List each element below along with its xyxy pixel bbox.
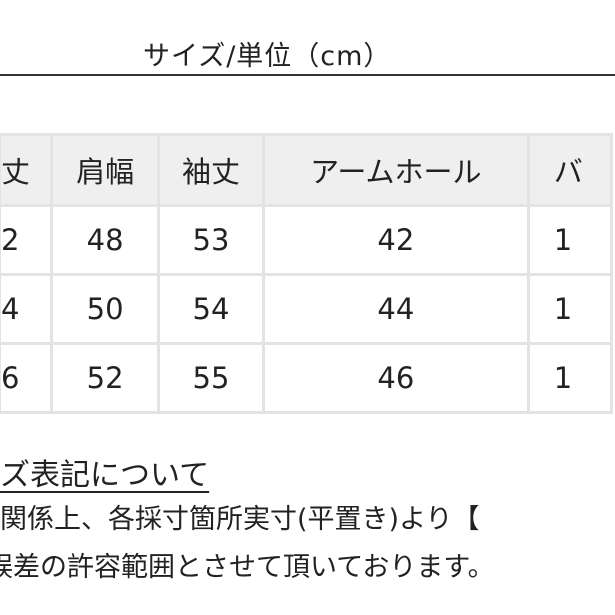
table-cell: 42 <box>262 204 530 276</box>
table-row: 2 48 53 42 1 <box>0 204 614 276</box>
header-cell: 袖丈 <box>157 133 265 207</box>
table-header-row: 丈 肩幅 袖丈 アームホール バ <box>0 133 614 207</box>
size-chart-title: サイズ/単位（cm） <box>143 41 392 72</box>
table-cell: 4 <box>0 273 54 345</box>
notes-line: 関係上、各採寸箇所実寸(平置き)より【 <box>0 504 480 535</box>
table-cell: 50 <box>50 273 160 345</box>
table-row: 4 50 54 44 1 <box>0 273 614 345</box>
table-cell: 46 <box>262 342 530 414</box>
table-cell: 2 <box>0 204 54 276</box>
table-cell: 1 <box>526 273 614 345</box>
table-cell: 1 <box>526 342 614 414</box>
table-cell: 52 <box>50 342 160 414</box>
notes-line: 誤差の許容範囲とさせて頂いております。 <box>0 552 495 583</box>
notes-heading: ズ表記について <box>0 458 210 493</box>
table-cell: 6 <box>0 342 54 414</box>
table-cell: 48 <box>50 204 160 276</box>
header-cell: 肩幅 <box>50 133 160 207</box>
title-divider <box>0 74 615 76</box>
header-cell: バ <box>526 133 614 207</box>
size-notes: ズ表記について 関係上、各採寸箇所実寸(平置き)より【 誤差の許容範囲とさせて頂… <box>0 456 495 592</box>
header-cell: アームホール <box>262 133 530 207</box>
table-cell: 55 <box>157 342 265 414</box>
table-cell: 53 <box>157 204 265 276</box>
table-cell: 54 <box>157 273 265 345</box>
size-table: 丈 肩幅 袖丈 アームホール バ 2 48 53 42 1 4 50 54 44… <box>0 133 614 414</box>
header-cell: 丈 <box>0 133 54 207</box>
table-cell: 44 <box>262 273 530 345</box>
table-cell: 1 <box>526 204 614 276</box>
table-row: 6 52 55 46 1 <box>0 342 614 414</box>
